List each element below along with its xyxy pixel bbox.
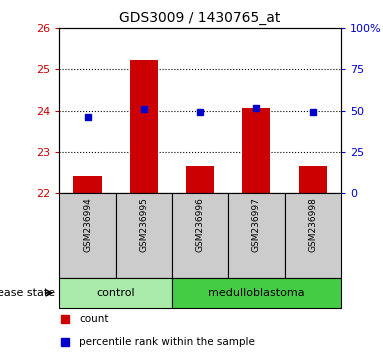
Bar xyxy=(59,193,116,278)
Text: GSM236998: GSM236998 xyxy=(308,197,317,252)
Text: GSM236994: GSM236994 xyxy=(83,197,92,252)
Text: GSM236995: GSM236995 xyxy=(139,197,148,252)
Bar xyxy=(130,61,158,193)
Bar xyxy=(186,166,214,193)
Text: percentile rank within the sample: percentile rank within the sample xyxy=(79,337,255,347)
Text: GSM236996: GSM236996 xyxy=(196,197,205,252)
Bar xyxy=(172,193,228,278)
Text: medulloblastoma: medulloblastoma xyxy=(208,288,305,298)
Bar xyxy=(299,166,327,193)
Text: control: control xyxy=(97,288,135,298)
Bar xyxy=(242,108,270,193)
Bar xyxy=(228,193,285,278)
Title: GDS3009 / 1430765_at: GDS3009 / 1430765_at xyxy=(119,11,281,24)
Bar xyxy=(285,193,341,278)
Text: GSM236997: GSM236997 xyxy=(252,197,261,252)
Text: disease state: disease state xyxy=(0,288,56,298)
Bar xyxy=(172,278,341,308)
Bar xyxy=(59,278,172,308)
Bar xyxy=(74,177,101,193)
Text: count: count xyxy=(79,314,108,324)
Bar xyxy=(116,193,172,278)
